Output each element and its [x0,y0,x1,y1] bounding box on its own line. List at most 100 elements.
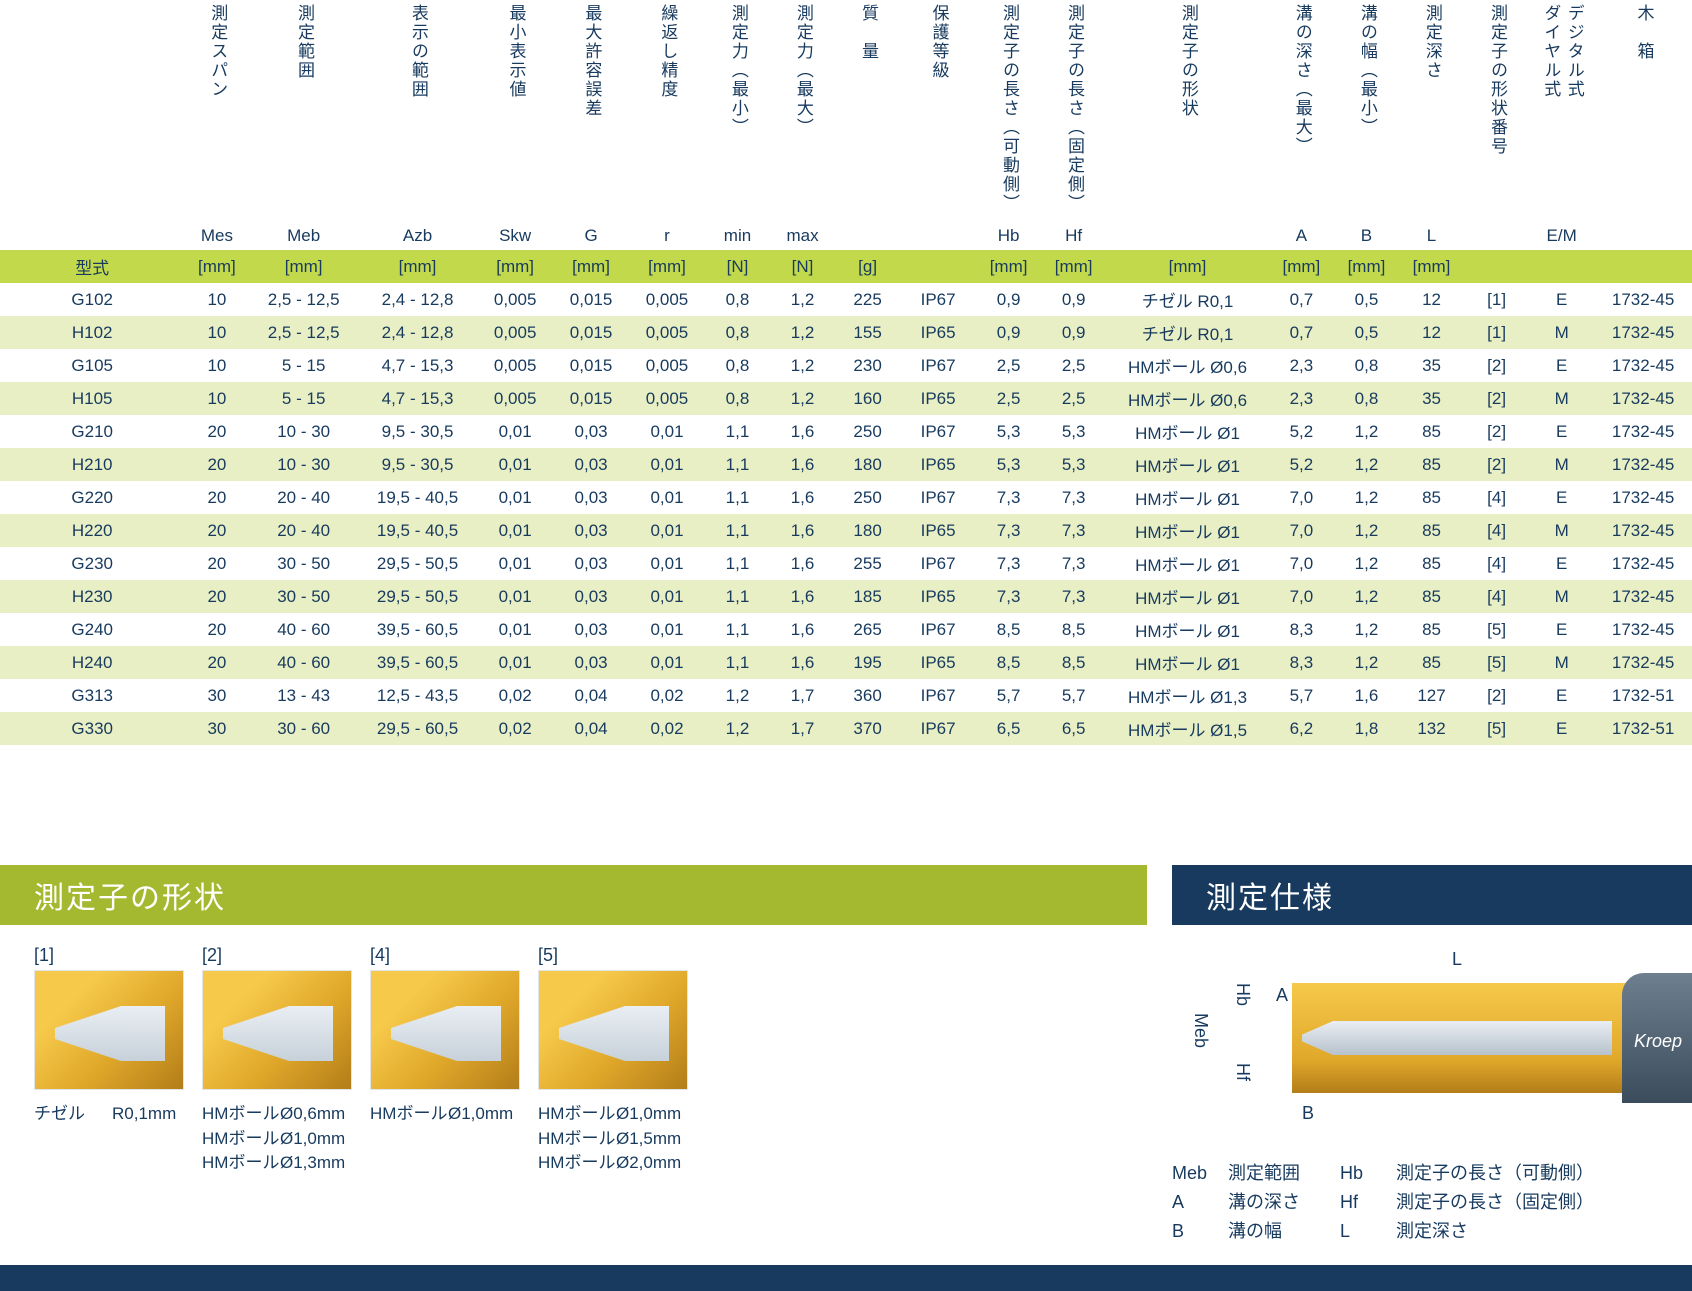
data-cell: 10 [184,283,249,316]
col-unit [1594,250,1692,283]
col-header: 測定深さ [1399,0,1464,222]
data-cell: 7,0 [1269,481,1334,514]
data-cell: 0,015 [553,316,629,349]
col-header-label: ダイヤル式 [1541,4,1560,99]
data-cell: 0,03 [553,415,629,448]
data-cell: E [1529,679,1594,712]
shapes-section: 測定子の形状 [1]チゼルR0,1mm[2]HMボールØ0,6mmHMボールØ1… [0,865,1147,1245]
data-cell: 10 [184,382,249,415]
model-cell: G105 [0,349,184,382]
data-cell: 1732-45 [1594,547,1692,580]
data-cell: 0,015 [553,349,629,382]
data-cell: 0,01 [629,481,705,514]
data-cell: 0,005 [477,349,553,382]
data-cell: HMボール Ø1 [1106,481,1269,514]
data-cell: 7,3 [976,514,1041,547]
data-cell: 2,5 [976,349,1041,382]
shape-thumb [370,970,520,1090]
data-cell: 0,01 [629,613,705,646]
data-cell: IP67 [900,349,976,382]
data-cell: 0,005 [629,349,705,382]
col-unit: [mm] [1334,250,1399,283]
data-cell: 7,3 [976,580,1041,613]
col-code: Azb [358,222,477,250]
data-cell: 0,8 [705,349,770,382]
shape-tag: [4] [370,945,520,966]
data-cell: HMボール Ø1 [1106,448,1269,481]
shape-label-row: HMボールØ1,0mm [202,1127,352,1152]
data-cell: 0,01 [629,448,705,481]
data-cell: M [1529,316,1594,349]
data-cell: 85 [1399,514,1464,547]
data-cell: 0,8 [1334,349,1399,382]
data-cell: 1,6 [1334,679,1399,712]
table-row: G105105 - 154,7 - 15,30,0050,0150,0050,8… [0,349,1692,382]
shape-thumb [34,970,184,1090]
col-code [0,222,184,250]
data-cell: 180 [835,448,900,481]
data-cell: 30 [184,679,249,712]
model-cell: G210 [0,415,184,448]
shape-label-size: Ø1,0mm [448,1104,513,1123]
col-header: 保護等級 [900,0,976,222]
model-cell: G230 [0,547,184,580]
col-header: 最小表示値 [477,0,553,222]
table-head: 測定スパン測定範囲表示の範囲最小表示値最大許容誤差繰返し精度測定力（最小）測定力… [0,0,1692,283]
data-cell: 1732-45 [1594,613,1692,646]
data-cell: 29,5 - 50,5 [358,580,477,613]
data-cell: 1,2 [770,283,835,316]
data-cell: HMボール Ø1 [1106,580,1269,613]
data-cell: 20 [184,415,249,448]
col-header: 表示の範囲 [358,0,477,222]
data-cell: 12 [1399,283,1464,316]
data-cell: IP67 [900,415,976,448]
data-cell: 10 - 30 [249,448,357,481]
data-cell: 0,03 [553,646,629,679]
data-cell: 7,0 [1269,547,1334,580]
data-cell: 10 - 30 [249,415,357,448]
legend-key: Hf [1340,1188,1382,1217]
legend-value: 測定範囲 [1228,1159,1300,1188]
data-cell: 8,5 [1041,613,1106,646]
data-cell: 250 [835,481,900,514]
data-cell: 20 [184,547,249,580]
col-header: 測定範囲 [249,0,357,222]
data-cell: 7,3 [976,547,1041,580]
data-cell: 35 [1399,349,1464,382]
shape-label-name: HMボール [538,1127,616,1152]
col-header-label: 測定深さ [1422,4,1441,80]
data-cell: 1,2 [770,382,835,415]
spec-probe-shape [1302,1021,1612,1055]
model-cell: H210 [0,448,184,481]
legend-key: L [1340,1217,1382,1246]
shape-card: [5]HMボールØ1,0mmHMボールØ1,5mmHMボールØ2,0mm [538,945,688,1176]
data-cell: 0,8 [705,283,770,316]
data-cell: 5,7 [976,679,1041,712]
col-header-label: 溝の幅（最小） [1357,4,1376,137]
data-cell: IP65 [900,448,976,481]
data-cell: 1732-45 [1594,283,1692,316]
data-cell: [1] [1464,283,1529,316]
data-cell: 0,5 [1334,316,1399,349]
shape-label-name: チゼル [34,1102,112,1127]
data-cell: HMボール Ø1 [1106,613,1269,646]
data-cell: 1,6 [770,646,835,679]
data-cell: [2] [1464,415,1529,448]
shape-label-size: Ø1,0mm [280,1129,345,1148]
legend-row: Hb測定子の長さ（可動側） [1340,1159,1594,1188]
data-cell: 127 [1399,679,1464,712]
data-cell: 10 [184,316,249,349]
data-cell: 7,3 [1041,514,1106,547]
data-cell: 30 - 50 [249,580,357,613]
data-cell: 0,02 [477,712,553,745]
table-row: G102102,5 - 12,52,4 - 12,80,0050,0150,00… [0,283,1692,316]
data-cell: 85 [1399,448,1464,481]
data-cell: IP67 [900,712,976,745]
data-cell: 0,01 [629,514,705,547]
table-row: H105105 - 154,7 - 15,30,0050,0150,0050,8… [0,382,1692,415]
col-header-label: 測定力（最小） [728,4,747,137]
data-cell: 1,2 [1334,514,1399,547]
data-cell: 180 [835,514,900,547]
data-cell: 1,7 [770,712,835,745]
col-code [1106,222,1269,250]
